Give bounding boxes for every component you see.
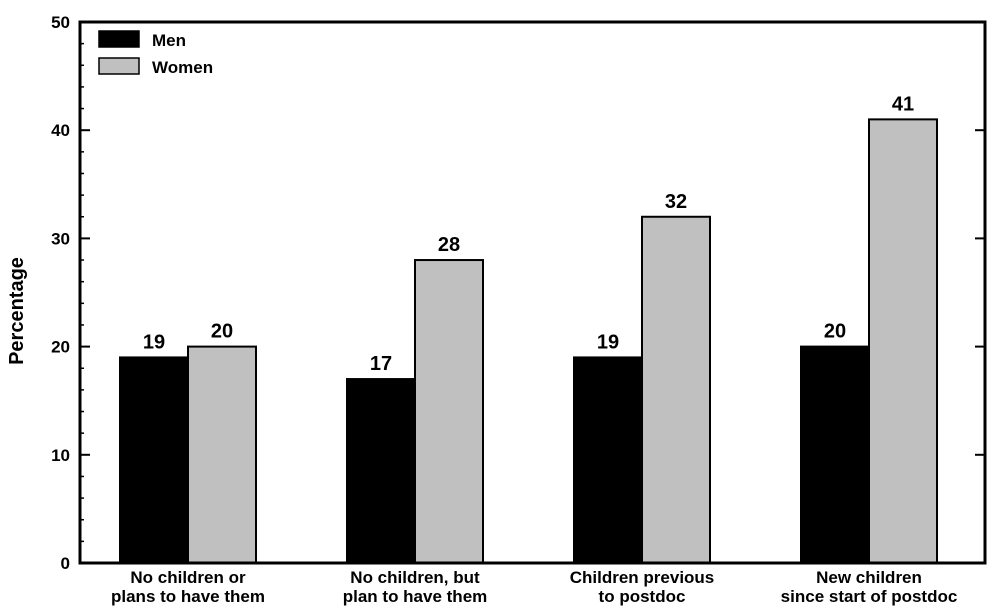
y-tick-label: 10: [51, 446, 70, 465]
legend: Men Women: [98, 30, 213, 77]
y-tick-label: 30: [51, 229, 70, 248]
category-label: since start of postdoc: [781, 587, 958, 606]
legend-swatch-women: [98, 57, 140, 75]
data-label: 32: [665, 191, 687, 213]
category-label: No children or: [130, 568, 246, 587]
data-label: 20: [824, 321, 846, 343]
legend-label-women: Women: [152, 58, 213, 77]
bar-men: [800, 345, 870, 564]
data-label: 17: [370, 353, 392, 375]
legend-swatch-men: [98, 30, 140, 48]
bar-women: [641, 215, 711, 564]
y-tick-label: 0: [61, 554, 70, 573]
plot-frame: [78, 20, 987, 565]
bar-men: [573, 356, 643, 565]
legend-label-men: Men: [152, 31, 186, 50]
bar-women: [187, 345, 257, 564]
y-tick-label: 20: [51, 338, 70, 357]
bar-women: [868, 118, 938, 564]
data-label: 20: [211, 321, 233, 343]
y-tick-label: 50: [51, 13, 70, 32]
bar-men: [119, 356, 189, 565]
category-label: plans to have them: [111, 587, 265, 606]
data-label: 19: [597, 331, 619, 353]
y-axis-title: Percentage: [6, 257, 28, 365]
category-label: New children: [816, 568, 922, 587]
bars-group: 19 20 17 28 19 32 20 41: [119, 93, 938, 565]
category-label: No children, but: [350, 568, 480, 587]
y-tick-label: 40: [51, 121, 70, 140]
data-label: 41: [892, 93, 914, 115]
category-label: Children previous: [570, 568, 715, 587]
data-label: 28: [438, 234, 460, 256]
bar-women: [414, 259, 484, 564]
bar-men: [346, 378, 416, 564]
data-label: 19: [143, 331, 165, 353]
category-label: plan to have them: [343, 587, 488, 606]
category-label: to postdoc: [599, 587, 686, 606]
